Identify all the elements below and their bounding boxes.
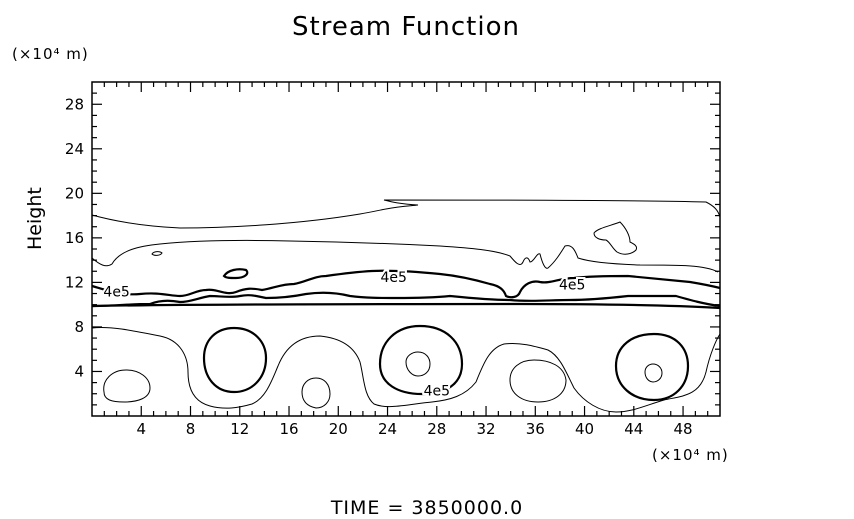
chart-title: Stream Function [292,12,520,42]
x-tick-label: 8 [186,420,196,438]
contour-inner-ring-1 [405,351,431,377]
x-tick-label: 32 [476,420,495,438]
contour-cell-center [301,377,331,409]
x-tick-label: 44 [624,420,643,438]
contour-labels: 4e5 4e5 4e5 4e5 [101,268,587,402]
y-tick-label: 24 [65,140,84,158]
y-tick-label: 16 [65,229,84,247]
contour-upper-thin [91,199,721,229]
y-tick-label: 28 [65,95,84,113]
contour-4e5-lower [91,291,721,308]
y-tick-label: 20 [65,184,84,202]
contour-4e5-cell-1 [202,326,268,394]
contour-cell-right [509,359,567,403]
y-tick-label: 8 [74,318,84,336]
contour-label: 4e5 [559,278,585,294]
y-tick-label: 4 [74,362,84,380]
y-axis-unit: (×10⁴ m) [12,45,89,63]
contour-cell-left [103,369,151,403]
x-tick-label: 20 [329,420,348,438]
x-axis-unit: (×10⁴ m) [652,446,729,464]
contour-label: 4e5 [380,270,406,286]
contour-4e5-cell-2 [378,324,464,396]
contour-island-top-right [593,221,637,255]
contour-wave-thin [91,327,721,413]
contour-label: 4e5 [103,284,129,300]
x-tick-label: 40 [575,420,594,438]
contour-4e5-blob-1 [222,268,249,280]
contour-mid-thin [91,239,719,273]
contour-4e5-cell-3 [614,332,690,402]
thick-contours [91,268,721,402]
contour-island-small [151,251,163,256]
x-tick-label: 36 [526,420,545,438]
thin-contours [91,199,721,413]
contour-label: 4e5 [424,383,450,399]
x-tick-label: 48 [674,420,693,438]
y-tick-label: 12 [65,273,84,291]
contour-4e5-baseline [91,302,721,310]
contour-4e5-upper [91,269,721,299]
x-tick-label: 4 [136,420,146,438]
x-tick-label: 12 [230,420,249,438]
contour-inner-ring-2 [644,363,663,383]
x-tick-label: 16 [279,420,298,438]
time-footer: TIME = 3850000.0 [330,497,524,519]
x-tick-label: 28 [427,420,446,438]
x-tick-label: 24 [378,420,397,438]
